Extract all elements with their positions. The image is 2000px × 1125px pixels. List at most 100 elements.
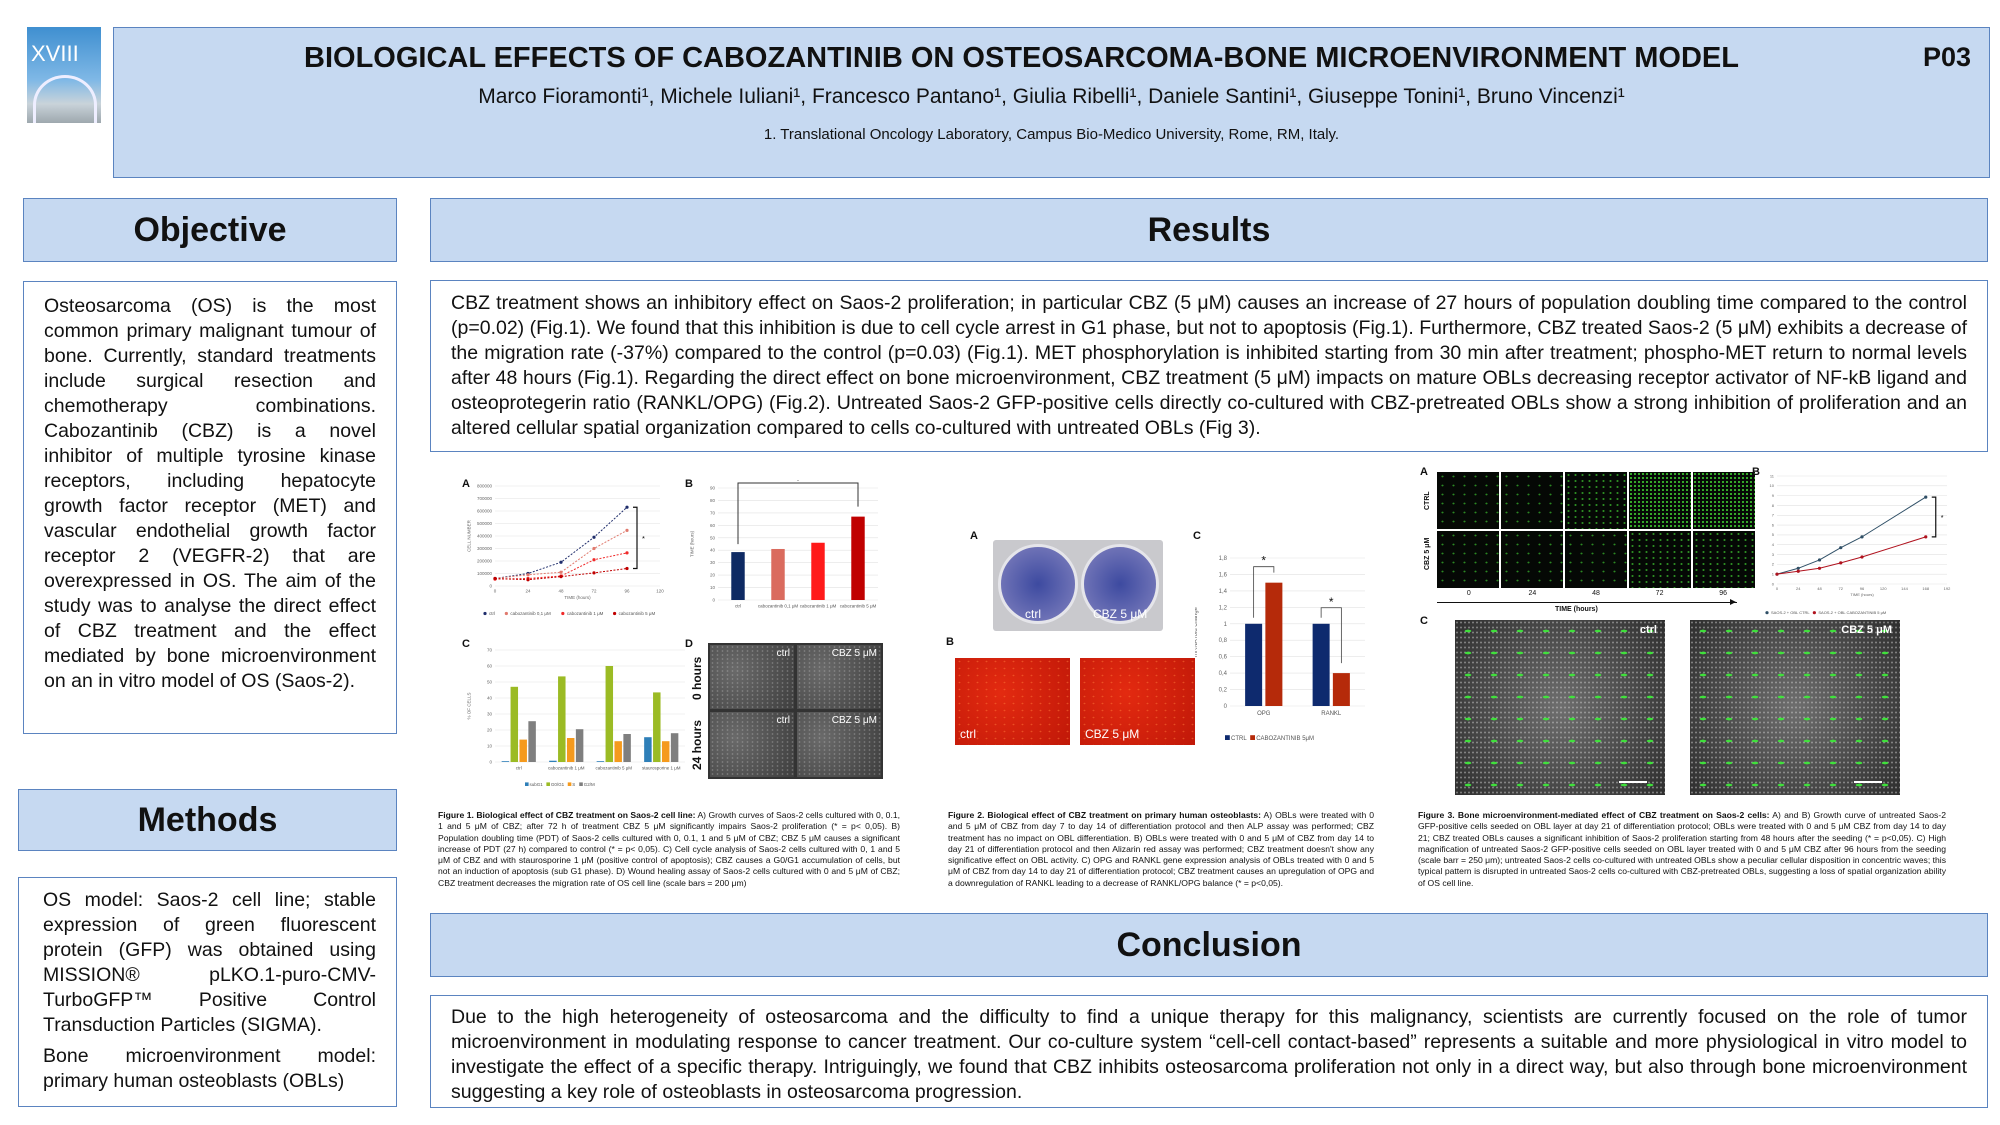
legend-entry: SAOS-2 + OBL CABOZANTINIB 5 μM (1818, 610, 1886, 615)
fluorescence-image (1565, 472, 1627, 529)
y-tick-label: 40 (710, 548, 716, 553)
data-point (526, 578, 530, 582)
x-tick-label: 120 (656, 589, 664, 594)
fig2b-alizarin-ctrl: ctrl (955, 658, 1070, 745)
fig1-caption: Figure 1. Biological effect of CBZ treat… (438, 810, 900, 889)
y-axis-label: CELL NUMBER (466, 519, 471, 552)
time-label: 72 (1655, 590, 1664, 597)
data-point (592, 535, 596, 539)
fig3-caption-title: Figure 3. Bone microenvironment-mediated… (1418, 810, 1770, 820)
data-point (1839, 561, 1843, 565)
bar (575, 729, 584, 762)
image-label: CBZ 5 μM (1093, 607, 1148, 621)
y-tick-label: 80 (710, 498, 716, 503)
y-tick-label: 300000 (477, 546, 493, 551)
bar (1245, 623, 1263, 706)
y-tick-label: 40 (487, 696, 493, 701)
data-point (559, 560, 563, 564)
y-tick-label: 0,4 (1219, 671, 1228, 677)
fig3a-time-labels: 0 24 48 72 96 (1437, 590, 1755, 597)
fig3-caption-text: A) and B) Growth curve of untreated Saos… (1418, 810, 1946, 888)
legend-marker (579, 782, 583, 786)
y-tick-label: 1,8 (1219, 556, 1228, 562)
legend-entry: cabozantinib 5 μM (619, 611, 656, 616)
fig2-caption-title: Figure 2. Biological effect of CBZ treat… (948, 810, 1262, 820)
poster-title: BIOLOGICAL EFFECTS OF CABOZANTINIB ON OS… (304, 42, 1739, 74)
fig1-caption-title: Figure 1. Biological effect of CBZ treat… (438, 810, 696, 820)
fig1b-pdt-chart: 0 10 20 30 40 50 60 70 80 90 TIME (hours) ctrl caboz… (689, 480, 878, 609)
x-tick-label: cabozantinib 5 μM (595, 766, 632, 771)
significance-star: * (1941, 515, 1944, 522)
fig2-caption-text: A) OBLs were treated with 0 and 5 μM of … (948, 810, 1374, 888)
data-point (1924, 495, 1928, 499)
x-tick-label: RANKL (1321, 711, 1342, 717)
y-tick-label: 20 (487, 728, 493, 733)
x-tick-label: 24 (525, 589, 531, 594)
fluorescence-image (1501, 472, 1563, 529)
bar (614, 741, 622, 762)
y-tick-label: 20 (710, 573, 716, 578)
bar (501, 761, 510, 762)
y-tick-label: 0 (1772, 581, 1775, 586)
y-tick-label: 800000 (477, 484, 493, 489)
y-tick-label: 10 (487, 744, 493, 749)
time-arrow (1437, 602, 1737, 603)
well-cbz (1081, 544, 1159, 624)
data-point (592, 546, 596, 551)
y-tick-label: 9 (1772, 493, 1775, 498)
poster-header: BIOLOGICAL EFFECTS OF CABOZANTINIB ON OS… (113, 27, 1990, 178)
bar (605, 666, 614, 762)
row-label-cbz: CBZ 5 μM (1424, 537, 1431, 570)
x-tick-label: 72 (591, 589, 597, 594)
y-tick-label: 10 (1770, 483, 1775, 488)
legend-entry: cabozantinib 0,1 μM (510, 611, 551, 616)
y-tick-label: 0,6 (1219, 655, 1228, 661)
arrow-head-icon (1730, 599, 1736, 605)
conference-logo: XVIII (27, 27, 101, 123)
x-tick-label: 72 (1839, 586, 1844, 591)
data-point (625, 551, 629, 555)
bar (653, 692, 661, 762)
y-tick-label: 5 (1772, 532, 1775, 537)
y-tick-label: 8 (1772, 503, 1775, 508)
significance-star: * (1261, 554, 1266, 568)
y-tick-label: 30 (487, 712, 493, 717)
bar (566, 738, 575, 762)
image-label: ctrl (776, 715, 790, 726)
data-point (1775, 572, 1779, 576)
image-label: ctrl (960, 727, 976, 741)
y-tick-label: 30 (710, 560, 716, 565)
bar (771, 548, 785, 600)
wound-image-ctrl-24h: ctrl (710, 712, 794, 777)
x-tick-label: 96 (1860, 586, 1865, 591)
data-point (625, 528, 629, 532)
bar (731, 552, 745, 600)
row-label-0h: 0 hours (690, 656, 704, 700)
x-tick-label: 0 (1776, 586, 1779, 591)
series-line (494, 506, 628, 579)
legend-entry: subG1 (530, 782, 544, 787)
y-tick-label: 500000 (477, 521, 493, 526)
fig2-label-c: C (1193, 530, 1201, 542)
fig2b-alizarin-cbz: CBZ 5 μM (1080, 658, 1195, 745)
y-tick-label: 1,2 (1219, 605, 1228, 611)
legend-marker (525, 782, 529, 786)
methods-paragraph-1: OS model: Saos-2 cell line; stable expre… (43, 889, 376, 1036)
fig3-label-b: B (1752, 466, 1760, 478)
y-tick-label: 60 (487, 664, 493, 669)
time-label: 48 (1592, 590, 1600, 597)
bar (811, 542, 825, 600)
data-point (1860, 555, 1864, 559)
legend-entry: ctrl (489, 611, 495, 616)
legend-marker (1250, 735, 1255, 740)
results-paragraph: CBZ treatment shows an inhibitory effect… (451, 292, 1967, 439)
x-tick-label: OPG (1257, 711, 1271, 717)
fig1-caption-text: A) Growth curves of Saos-2 cells culture… (438, 810, 901, 888)
scale-bar (1619, 781, 1647, 783)
fluorescence-image (1437, 472, 1499, 529)
y-tick-label: 50 (487, 680, 493, 685)
x-axis-label: TIME (hours) (564, 595, 591, 600)
data-point (1924, 535, 1928, 539)
bar (519, 739, 527, 762)
legend-entry: G0/G1 (551, 782, 565, 787)
